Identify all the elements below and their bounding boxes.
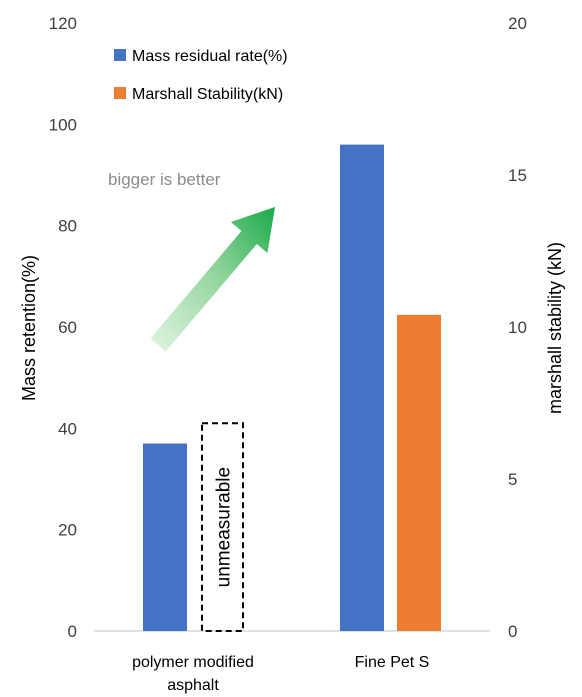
right-tick-label: 20 [508,14,527,33]
left-tick-label: 120 [49,14,77,33]
right-axis-title: marshall stability (kN) [545,242,565,414]
left-tick-label: 20 [58,521,77,540]
legend-swatch-marshall [114,87,126,99]
legend-label-marshall: Marshall Stability(kN) [132,86,283,103]
left-axis-title: Mass retention(%) [19,255,39,401]
left-tick-label: 80 [58,217,77,236]
category-label: Fine Pet S [355,654,430,671]
right-axis-ticks: 0 5 10 15 20 [508,14,527,641]
unmeasurable-label: unmeasurable [214,467,235,587]
left-tick-label: 100 [49,115,77,134]
left-tick-label: 60 [58,318,77,337]
bar-marshall-1 [397,314,441,631]
bars [143,144,441,631]
unmeasurable-box [201,422,244,632]
unmeasurable-marker: unmeasurable [201,422,244,632]
category-label: asphalt [167,677,219,694]
right-tick-label: 0 [508,622,517,641]
bigger-is-better-arrow [150,207,275,352]
right-tick-label: 5 [508,470,517,489]
legend: Mass residual rate(%) Marshall Stability… [114,48,288,103]
category-labels: polymer modified asphalt Fine Pet S [132,654,429,694]
bar-mass-0 [143,443,187,631]
bar-mass-1 [340,144,384,631]
left-tick-label: 0 [68,622,77,641]
legend-label-mass: Mass residual rate(%) [132,48,288,65]
right-tick-label: 10 [508,318,527,337]
left-tick-label: 40 [58,419,77,438]
arrow-icon [150,207,275,352]
left-axis-ticks: 0 20 40 60 80 100 120 [49,14,77,641]
right-tick-label: 15 [508,166,527,185]
category-label: polymer modified [132,654,254,671]
legend-swatch-mass [114,49,126,61]
arrow-note: bigger is better [108,170,221,189]
